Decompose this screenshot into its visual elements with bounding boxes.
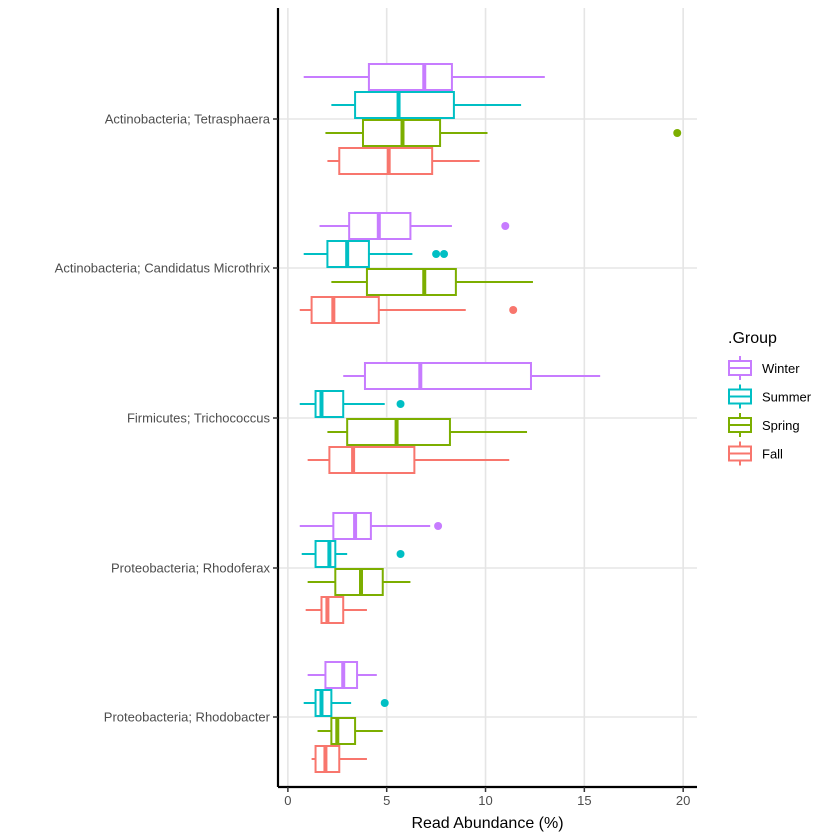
boxplot-series bbox=[299, 63, 682, 773]
box-winter-3 bbox=[299, 512, 443, 540]
box-fall-1 bbox=[299, 296, 518, 324]
box-winter-2 bbox=[343, 362, 601, 390]
legend-label-summer: Summer bbox=[762, 390, 812, 405]
series-fall bbox=[299, 147, 518, 773]
outlier-point bbox=[434, 522, 443, 530]
outlier-point bbox=[673, 129, 682, 137]
outlier-point bbox=[396, 400, 405, 408]
legend-title: .Group bbox=[728, 330, 777, 347]
box-spring-4 bbox=[317, 717, 383, 745]
x-tick-label: 0 bbox=[284, 793, 291, 808]
legend-label-winter: Winter bbox=[762, 361, 800, 376]
legend-key-spring bbox=[728, 413, 752, 437]
box-iqr bbox=[330, 717, 357, 745]
box-winter-1 bbox=[319, 212, 510, 240]
legend-key-summer bbox=[728, 384, 752, 409]
y-tick-label: Proteobacteria; Rhodobacter bbox=[104, 710, 271, 725]
x-tick-label: 15 bbox=[577, 793, 591, 808]
box-iqr bbox=[367, 63, 453, 91]
y-tick-label: Firmicutes; Trichococcus bbox=[127, 411, 271, 426]
box-fall-4 bbox=[311, 745, 367, 773]
box-iqr bbox=[365, 268, 457, 296]
legend-key-fall bbox=[728, 441, 752, 466]
legend-label-fall: Fall bbox=[762, 447, 783, 462]
outlier-point bbox=[509, 306, 518, 314]
x-tick-label: 20 bbox=[676, 793, 690, 808]
box-iqr bbox=[320, 596, 345, 624]
legend: .Group Winter Summer Spring Fall bbox=[728, 330, 812, 466]
box-summer-2 bbox=[299, 390, 405, 418]
box-winter-4 bbox=[307, 661, 377, 689]
box-winter-0 bbox=[303, 63, 545, 91]
x-tick-label: 5 bbox=[383, 793, 390, 808]
box-fall-2 bbox=[307, 446, 510, 474]
box-iqr bbox=[338, 147, 434, 175]
series-winter bbox=[299, 63, 601, 689]
box-spring-1 bbox=[331, 268, 533, 296]
box-iqr bbox=[310, 296, 380, 324]
box-summer-0 bbox=[331, 91, 522, 119]
axes: Actinobacteria; Tetrasphaera Actinobacter… bbox=[55, 8, 697, 808]
outlier-point bbox=[380, 699, 389, 707]
y-tick-label: Actinobacteria; Candidatus Microthrix bbox=[55, 261, 271, 276]
box-iqr bbox=[363, 362, 532, 390]
box-iqr bbox=[332, 512, 372, 540]
box-fall-0 bbox=[327, 147, 480, 175]
box-fall-3 bbox=[305, 596, 367, 624]
outlier-point bbox=[501, 222, 510, 230]
legend-key-winter bbox=[728, 356, 752, 380]
outlier-point bbox=[396, 550, 405, 558]
box-summer-1 bbox=[303, 240, 449, 268]
legend-label-spring: Spring bbox=[762, 418, 800, 433]
box-spring-3 bbox=[307, 568, 411, 596]
y-tick-label: Proteobacteria; Rhodoferax bbox=[111, 561, 270, 576]
series-spring bbox=[307, 119, 682, 745]
outlier-point bbox=[440, 250, 449, 258]
box-iqr bbox=[314, 540, 337, 568]
box-iqr bbox=[354, 91, 455, 119]
series-summer bbox=[299, 91, 522, 717]
box-summer-4 bbox=[303, 689, 389, 717]
box-spring-2 bbox=[327, 418, 528, 446]
box-iqr bbox=[328, 446, 416, 474]
box-summer-3 bbox=[301, 540, 405, 568]
y-tick-label: Actinobacteria; Tetrasphaera bbox=[105, 112, 271, 127]
box-spring-0 bbox=[325, 119, 682, 147]
x-tick-label: 10 bbox=[478, 793, 492, 808]
outlier-point bbox=[432, 250, 441, 258]
x-axis-title: Read Abundance (%) bbox=[411, 815, 563, 832]
